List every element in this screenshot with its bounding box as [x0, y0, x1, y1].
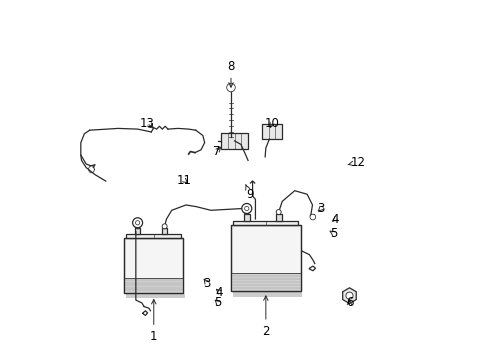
Text: 11: 11	[176, 174, 191, 186]
Text: 5: 5	[214, 296, 221, 309]
Circle shape	[162, 224, 167, 229]
Circle shape	[244, 206, 248, 211]
Bar	[124, 278, 183, 293]
Circle shape	[345, 292, 352, 299]
Bar	[231, 273, 300, 291]
Text: 8: 8	[227, 60, 234, 87]
FancyBboxPatch shape	[231, 225, 300, 291]
Circle shape	[276, 210, 281, 215]
Bar	[262, 124, 281, 139]
Text: 10: 10	[264, 117, 279, 130]
Bar	[126, 234, 181, 238]
Bar	[135, 229, 140, 234]
Text: 7: 7	[213, 145, 220, 158]
Text: 6: 6	[345, 296, 352, 309]
Text: 13: 13	[139, 117, 154, 130]
Text: 4: 4	[215, 285, 223, 298]
Bar	[232, 292, 302, 297]
Circle shape	[309, 214, 315, 220]
Text: 4: 4	[331, 213, 338, 226]
Circle shape	[226, 83, 235, 92]
Bar	[233, 221, 298, 225]
Text: 3: 3	[317, 202, 324, 215]
Text: 5: 5	[329, 227, 336, 240]
Bar	[275, 214, 281, 221]
Text: 9: 9	[245, 185, 253, 201]
Polygon shape	[342, 288, 356, 303]
Text: 1: 1	[150, 300, 157, 343]
Text: 2: 2	[262, 296, 269, 338]
Circle shape	[135, 221, 140, 225]
Text: 12: 12	[347, 156, 365, 169]
Circle shape	[241, 203, 251, 213]
Bar	[221, 133, 247, 149]
Bar	[162, 229, 167, 234]
Bar	[231, 225, 300, 291]
Circle shape	[135, 224, 140, 229]
Bar	[124, 238, 183, 293]
FancyBboxPatch shape	[124, 238, 183, 293]
Circle shape	[244, 210, 249, 215]
Circle shape	[132, 218, 142, 228]
Text: 3: 3	[203, 277, 210, 290]
Bar	[243, 214, 249, 221]
Bar	[126, 294, 184, 298]
